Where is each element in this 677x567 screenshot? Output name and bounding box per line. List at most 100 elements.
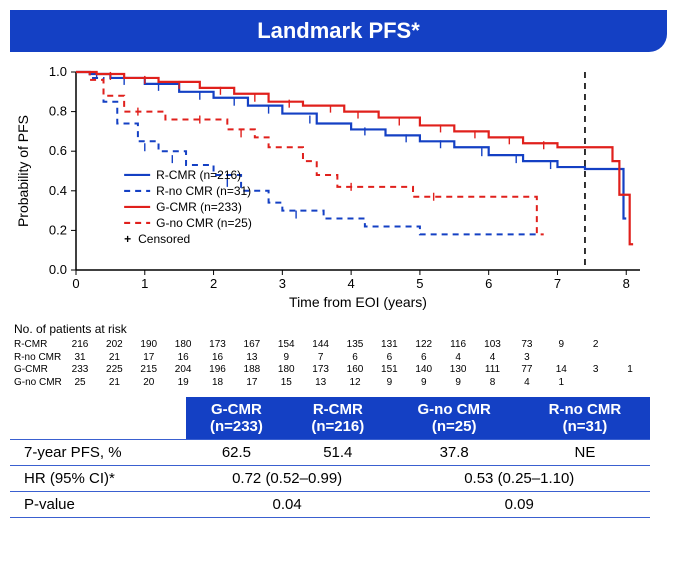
risk-cell: 140 (407, 364, 441, 377)
risk-table: No. of patients at risk R-CMR21620219018… (14, 322, 667, 389)
risk-cell: 7 (303, 352, 337, 365)
risk-cell: 202 (97, 339, 131, 352)
risk-cell: 73 (510, 339, 544, 352)
stats-row-label: P-value (10, 492, 186, 518)
risk-cell: 1 (544, 377, 578, 390)
risk-cell: 111 (475, 364, 509, 377)
risk-cell: 1 (613, 364, 647, 377)
svg-text:0.4: 0.4 (49, 183, 67, 198)
stats-cell: 0.72 (0.52–0.99) (186, 466, 389, 492)
stats-row-label: 7-year PFS, % (10, 440, 186, 466)
stats-cell: 51.4 (287, 440, 388, 466)
risk-cell: 9 (407, 377, 441, 390)
risk-cell: 6 (372, 352, 406, 365)
risk-row: G-no CMR252120191817151312999841 (14, 377, 667, 390)
svg-text:R-CMR (n=216): R-CMR (n=216) (156, 168, 241, 182)
stats-row-label: HR (95% CI)* (10, 466, 186, 492)
svg-text:+: + (124, 232, 131, 246)
risk-cell: 21 (97, 377, 131, 390)
svg-text:0.8: 0.8 (49, 104, 67, 119)
svg-text:0: 0 (72, 276, 79, 291)
risk-cell: 9 (441, 377, 475, 390)
risk-cell: 18 (200, 377, 234, 390)
stats-cell: 37.8 (389, 440, 520, 466)
risk-cell: 188 (235, 364, 269, 377)
risk-cell: 173 (303, 364, 337, 377)
risk-cell: 6 (407, 352, 441, 365)
stats-table: G-CMR(n=233)R-CMR(n=216)G-no CMR(n=25)R-… (10, 397, 650, 518)
svg-text:R-no CMR (n=31): R-no CMR (n=31) (156, 184, 251, 198)
svg-text:Censored: Censored (138, 232, 190, 246)
risk-cell: 122 (407, 339, 441, 352)
risk-cell: 190 (132, 339, 166, 352)
svg-text:Time from EOI (years): Time from EOI (years) (289, 294, 427, 310)
svg-text:4: 4 (348, 276, 355, 291)
stats-cell: 62.5 (186, 440, 287, 466)
risk-cell: 154 (269, 339, 303, 352)
risk-cell: 225 (97, 364, 131, 377)
risk-cell: 3 (510, 352, 544, 365)
risk-row: R-CMR21620219018017316715414413513112211… (14, 339, 667, 352)
risk-cell: 144 (303, 339, 337, 352)
svg-text:2: 2 (210, 276, 217, 291)
title-bar: Landmark PFS* (10, 10, 667, 52)
risk-cell: 160 (338, 364, 372, 377)
stats-cell: 0.09 (389, 492, 651, 518)
stats-col-header: G-no CMR(n=25) (389, 397, 520, 440)
svg-text:3: 3 (279, 276, 286, 291)
svg-text:G-CMR (n=233): G-CMR (n=233) (156, 200, 242, 214)
risk-cell: 196 (200, 364, 234, 377)
stats-col-header: R-no CMR(n=31) (520, 397, 650, 440)
risk-cell: 25 (63, 377, 97, 390)
risk-cell: 19 (166, 377, 200, 390)
stats-cell: 0.53 (0.25–1.10) (389, 466, 651, 492)
risk-cell: 135 (338, 339, 372, 352)
stats-cell: NE (520, 440, 650, 466)
risk-cell: 6 (338, 352, 372, 365)
risk-cell: 16 (166, 352, 200, 365)
risk-cell: 131 (372, 339, 406, 352)
stats-col-header: R-CMR(n=216) (287, 397, 388, 440)
risk-cell: 3 (578, 364, 612, 377)
risk-cell: 204 (166, 364, 200, 377)
svg-text:1.0: 1.0 (49, 64, 67, 79)
risk-cell: 9 (269, 352, 303, 365)
risk-cell: 103 (475, 339, 509, 352)
risk-cell: 21 (97, 352, 131, 365)
risk-cell: 77 (510, 364, 544, 377)
risk-cell: 31 (63, 352, 97, 365)
svg-text:7: 7 (554, 276, 561, 291)
risk-cell: 13 (303, 377, 337, 390)
svg-text:0.2: 0.2 (49, 222, 67, 237)
risk-cell: 173 (200, 339, 234, 352)
risk-cell: 4 (510, 377, 544, 390)
risk-header: No. of patients at risk (14, 322, 667, 337)
risk-cell: 215 (132, 364, 166, 377)
risk-cell: 17 (132, 352, 166, 365)
risk-cell: 116 (441, 339, 475, 352)
risk-cell: 8 (475, 377, 509, 390)
risk-cell: 151 (372, 364, 406, 377)
svg-text:0.6: 0.6 (49, 143, 67, 158)
km-svg: 0.00.20.40.60.81.0012345678Time from EOI… (10, 60, 650, 315)
risk-cell: 4 (441, 352, 475, 365)
risk-cell: 17 (235, 377, 269, 390)
risk-cell: 180 (166, 339, 200, 352)
risk-cell: 4 (475, 352, 509, 365)
risk-row: R-no CMR31211716161397666443 (14, 352, 667, 365)
stats-cell: 0.04 (186, 492, 389, 518)
risk-cell: 20 (132, 377, 166, 390)
svg-text:1: 1 (141, 276, 148, 291)
page-title: Landmark PFS* (257, 18, 420, 43)
risk-cell: 12 (338, 377, 372, 390)
svg-text:0.0: 0.0 (49, 262, 67, 277)
risk-cell: 130 (441, 364, 475, 377)
risk-cell: 180 (269, 364, 303, 377)
svg-text:8: 8 (623, 276, 630, 291)
risk-cell: 13 (235, 352, 269, 365)
risk-cell: 167 (235, 339, 269, 352)
svg-text:5: 5 (416, 276, 423, 291)
km-chart: 0.00.20.40.60.81.0012345678Time from EOI… (10, 60, 667, 320)
stats-col-header: G-CMR(n=233) (186, 397, 287, 440)
risk-cell: 216 (63, 339, 97, 352)
